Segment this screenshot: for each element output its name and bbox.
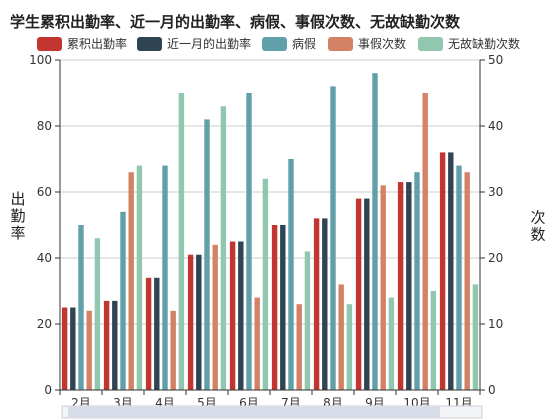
legend-item[interactable]: 近一月的出勤率 [137,36,251,51]
y-axis-right-label: 次数 [530,209,545,244]
chart-legend[interactable]: 累积出勤率 近一月的出勤率 病假 事假次数 无故缺勤次数 [37,36,520,51]
bar[interactable] [271,225,278,390]
y-right-tick-label: 0 [488,383,496,397]
bar[interactable] [78,225,84,390]
legend-label: 无故缺勤次数 [448,36,520,51]
y-right-tick-label: 40 [488,119,503,133]
bar[interactable] [254,297,260,390]
y-left-tick-label: 0 [44,383,52,397]
bar[interactable] [464,172,470,390]
bar[interactable] [372,73,378,390]
legend-item[interactable]: 病假 [262,36,316,51]
y-left-tick-label: 40 [37,251,52,265]
bar[interactable] [414,172,420,390]
bar[interactable] [170,310,176,390]
bar[interactable] [322,218,328,390]
y-right-tick-label: 20 [488,251,503,265]
bar[interactable] [448,152,454,390]
bar[interactable] [288,159,294,390]
data-zoom-slider[interactable] [61,405,483,419]
legend-swatch [37,37,62,51]
legend-item[interactable]: 无故缺勤次数 [418,36,520,51]
bar[interactable] [212,244,218,390]
bar[interactable] [145,277,152,390]
bar[interactable] [304,251,311,390]
y-right-tick-label: 10 [488,317,503,331]
bar[interactable] [346,304,353,390]
bar[interactable] [94,238,101,390]
bar[interactable] [338,284,344,390]
bar[interactable] [406,182,412,390]
bar[interactable] [364,198,370,390]
y-right-tick-label: 30 [488,185,503,199]
bar[interactable] [380,185,386,390]
bars-group [61,73,479,391]
bar[interactable] [439,152,446,390]
bar[interactable] [120,211,126,390]
bar[interactable] [456,165,462,390]
bar[interactable] [330,86,336,391]
bar[interactable] [204,119,210,391]
y-left-tick-label: 100 [29,53,52,67]
legend-swatch [262,37,287,51]
bar[interactable] [154,277,160,390]
bar[interactable] [280,225,286,390]
bar[interactable] [70,307,76,391]
legend-label: 累积出勤率 [67,36,127,51]
bar[interactable] [313,218,320,390]
bar[interactable] [112,300,118,390]
legend-item[interactable]: 累积出勤率 [37,36,127,51]
legend-label: 近一月的出勤率 [167,36,251,51]
bar[interactable] [422,93,428,390]
legend-swatch [418,37,443,51]
y-left-tick-label: 80 [37,119,52,133]
bar[interactable] [136,165,143,390]
legend-label: 事假次数 [358,36,406,51]
bar[interactable] [246,93,252,390]
y-right-tick-label: 50 [488,53,503,67]
bar[interactable] [128,172,134,390]
chart-title: 学生累积出勤率、近一月的出勤率、病假、事假次数、无故缺勤次数 [10,13,461,31]
bar[interactable] [296,304,302,390]
legend-item[interactable]: 事假次数 [328,36,406,51]
bar[interactable] [397,182,404,390]
legend-swatch [328,37,353,51]
y-left-tick-label: 20 [37,317,52,331]
bar[interactable] [355,198,362,390]
data-zoom-window[interactable] [68,407,440,417]
bar[interactable] [196,254,202,390]
bar[interactable] [262,178,269,390]
bar[interactable] [162,165,168,390]
bar[interactable] [220,106,227,390]
bar[interactable] [187,254,194,390]
bar[interactable] [472,284,479,390]
bar[interactable] [103,300,110,390]
bar[interactable] [61,307,68,391]
legend-swatch [137,37,162,51]
bar[interactable] [86,310,92,390]
y-left-tick-label: 60 [37,185,52,199]
bar[interactable] [229,241,236,391]
bar[interactable] [388,297,395,390]
y-axis-left-label: 出勤率 [10,190,25,242]
legend-label: 病假 [292,36,316,51]
bar[interactable] [238,241,244,391]
bar[interactable] [178,93,185,390]
bar[interactable] [430,291,437,390]
